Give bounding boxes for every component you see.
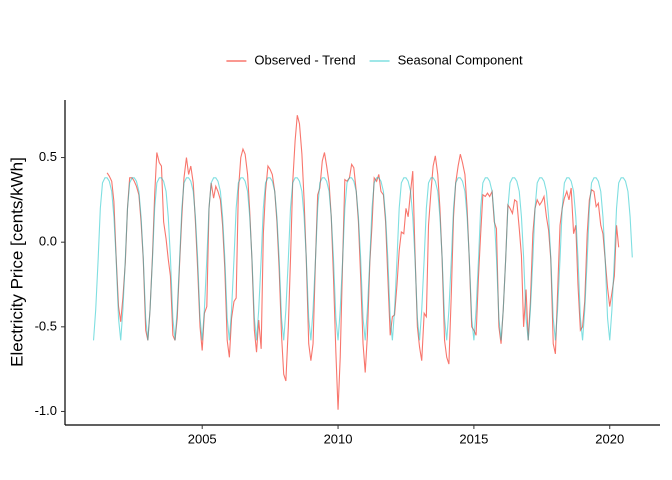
legend-label: Seasonal Component — [398, 52, 523, 67]
y-axis-label: Electricity Price [cents/kWh] — [7, 157, 26, 367]
y-tick-label: 0.5 — [39, 149, 57, 164]
x-tick-label: 2005 — [188, 431, 217, 446]
x-tick-label: 2020 — [595, 431, 624, 446]
y-tick-label: -0.5 — [35, 318, 57, 333]
x-tick-label: 2015 — [459, 431, 488, 446]
x-tick-label: 2010 — [324, 431, 353, 446]
series-line — [106, 115, 620, 410]
y-tick-label: 0.0 — [39, 234, 57, 249]
series-line — [92, 177, 633, 341]
y-tick-label: -1.0 — [35, 403, 57, 418]
legend-label: Observed - Trend — [254, 52, 355, 67]
